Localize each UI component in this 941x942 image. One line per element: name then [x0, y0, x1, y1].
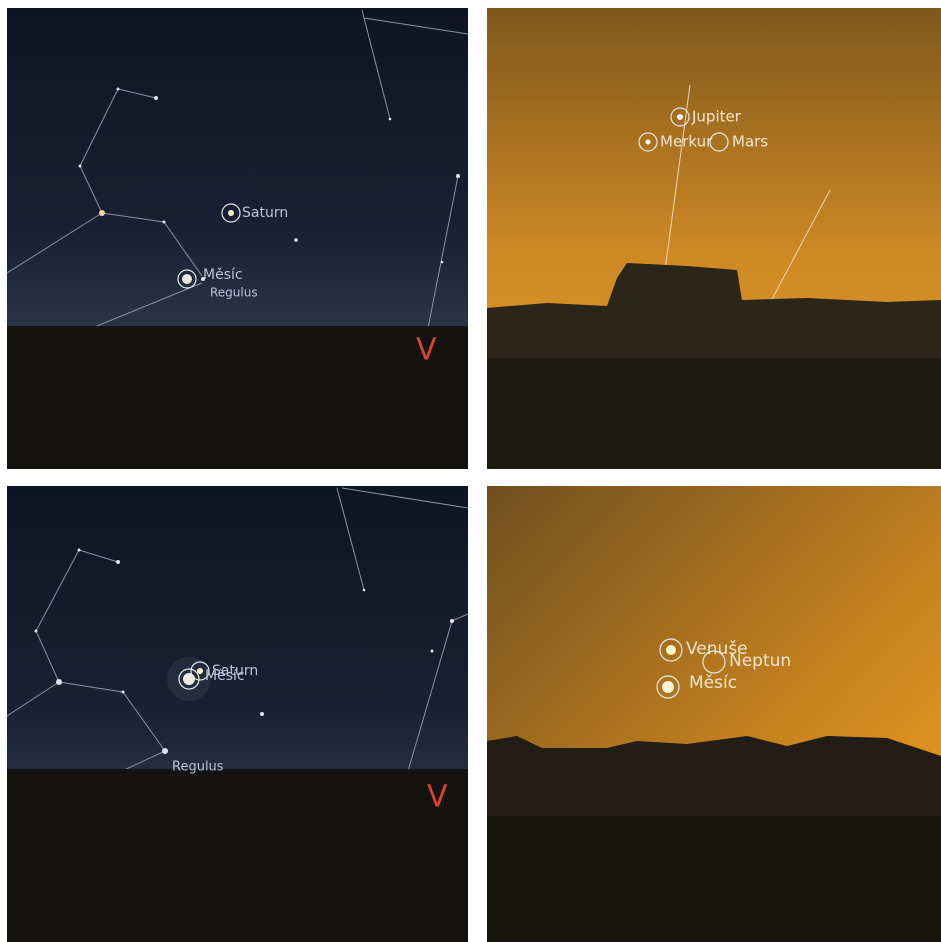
compass: V — [416, 333, 437, 368]
label: Jupiter — [691, 108, 742, 126]
label: Merkur — [660, 133, 713, 151]
label: Měsíc — [203, 267, 243, 283]
sky-panel: Saturn Měsíc Regulus V — [7, 8, 468, 469]
page: Saturn Měsíc Regulus V Jupiter Merkur Ma… — [0, 0, 941, 942]
label: Regulus — [172, 760, 224, 775]
label: Regulus — [210, 286, 258, 300]
label: Saturn — [242, 205, 288, 221]
sky-panel: Saturn Měsíc Regulus V — [7, 486, 468, 942]
sky-panel: Venuše Neptun Měsíc — [487, 486, 941, 942]
compass: V — [427, 780, 448, 815]
label: Měsíc — [205, 668, 245, 684]
sky-panel: Jupiter Merkur Mars — [487, 8, 941, 469]
label: Neptun — [729, 651, 791, 671]
label: Měsíc — [689, 673, 737, 693]
label: Mars — [732, 133, 768, 151]
